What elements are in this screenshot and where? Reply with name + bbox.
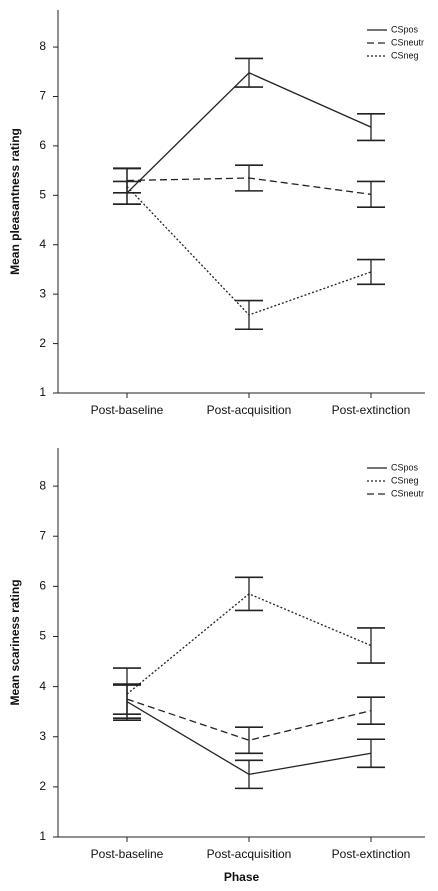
y-tick-label: 6	[39, 579, 46, 593]
y-axis-title: Mean scariness rating	[8, 579, 22, 705]
legend-label: CSneg	[391, 475, 419, 485]
legend-label: CSpos	[391, 462, 419, 472]
x-tick-label: Post-acquisition	[207, 847, 292, 861]
legend-label: CSneg	[391, 50, 419, 60]
y-tick-label: 2	[39, 336, 46, 350]
series-line	[126, 185, 372, 316]
error-bar	[357, 738, 385, 769]
y-tick-label: 8	[39, 478, 46, 492]
x-tick-label: Post-extinction	[332, 847, 411, 861]
y-axis-title: Mean pleasantness rating	[8, 128, 22, 275]
y-tick-label: 7	[39, 89, 46, 103]
legend-label: CSneutr	[391, 488, 424, 498]
y-tick-label: 1	[39, 829, 46, 843]
error-bar	[113, 167, 141, 206]
y-tick-label: 5	[39, 187, 46, 201]
y-tick-label: 4	[39, 237, 46, 251]
error-bar	[235, 299, 263, 331]
error-bar	[357, 627, 385, 664]
error-bar	[357, 112, 385, 142]
y-tick-label: 2	[39, 779, 46, 793]
error-bar	[235, 759, 263, 790]
legend-label: CSpos	[391, 24, 419, 34]
y-tick-label: 3	[39, 286, 46, 300]
y-tick-label: 6	[39, 138, 46, 152]
y-tick-label: 4	[39, 679, 46, 693]
error-bar	[235, 726, 263, 755]
error-bar	[357, 180, 385, 208]
y-tick-label: 3	[39, 729, 46, 743]
x-tick-label: Post-baseline	[91, 403, 164, 417]
y-tick-label: 5	[39, 629, 46, 643]
series-line	[126, 698, 372, 741]
y-tick-label: 1	[39, 385, 46, 399]
error-bar	[357, 696, 385, 726]
error-bar	[235, 576, 263, 612]
error-bar	[235, 164, 263, 192]
x-tick-label: Post-acquisition	[207, 403, 292, 417]
y-tick-label: 7	[39, 528, 46, 542]
error-bar	[235, 57, 263, 88]
x-axis-title: Phase	[224, 870, 260, 884]
x-tick-label: Post-baseline	[91, 847, 164, 861]
legend-label: CSneutr	[391, 37, 424, 47]
error-bar	[113, 683, 141, 715]
error-bar	[357, 258, 385, 286]
y-tick-label: 8	[39, 39, 46, 53]
x-tick-label: Post-extinction	[332, 403, 411, 417]
